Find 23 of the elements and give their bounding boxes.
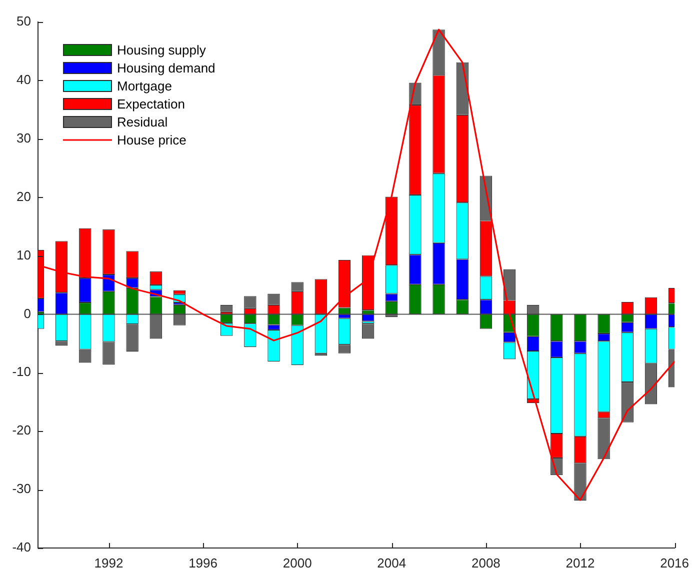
- x-tick-label: 1992: [94, 555, 124, 570]
- legend-label: Housing demand: [117, 60, 216, 76]
- legend-label: Mortgage: [117, 78, 172, 94]
- y-tick-label: -20: [12, 422, 31, 438]
- y-tick-label: 10: [16, 247, 31, 262]
- x-tick-label: 2008: [471, 555, 500, 570]
- legend-label: Residual: [117, 114, 168, 130]
- y-tick-label: -30: [12, 481, 31, 496]
- legend-label: Housing supply: [117, 42, 206, 58]
- y-tick-label: 30: [16, 130, 31, 146]
- y-tick-label: 50: [16, 14, 31, 29]
- x-tick-label: 1996: [188, 555, 218, 570]
- legend-label: House price: [117, 132, 186, 148]
- y-tick-label: -10: [12, 364, 31, 380]
- x-tick-label: 2012: [566, 555, 595, 570]
- x-tick-label: 2016: [660, 555, 689, 570]
- y-tick-label: -40: [12, 540, 31, 555]
- y-tick-label: 20: [16, 188, 31, 204]
- x-tick-label: 2000: [282, 555, 312, 570]
- legend-label: Expectation: [117, 96, 185, 112]
- x-tick-label: 2004: [377, 555, 406, 570]
- y-tick-label: 40: [16, 72, 31, 88]
- y-tick-label: 0: [24, 306, 31, 321]
